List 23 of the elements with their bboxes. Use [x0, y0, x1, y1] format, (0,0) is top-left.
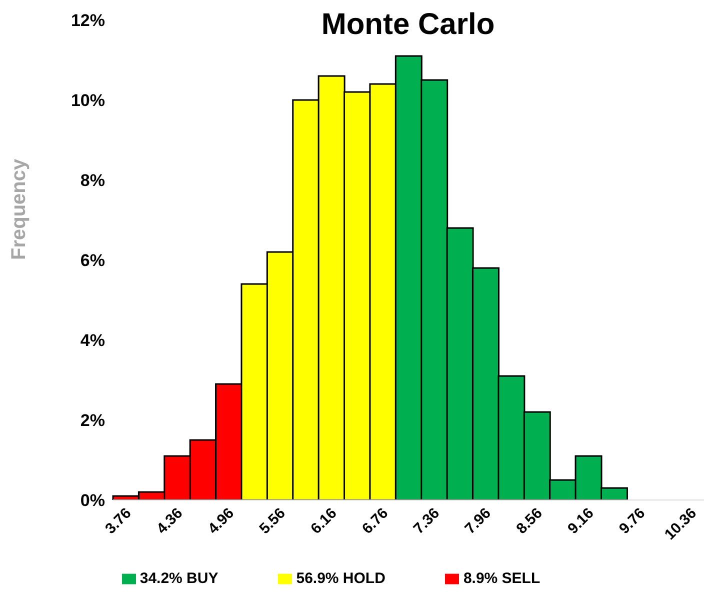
x-tick-label: 4.36 [153, 504, 186, 538]
x-tick-label: 3.76 [102, 504, 135, 538]
x-tick-label: 4.96 [204, 504, 238, 538]
x-tick-label: 9.76 [616, 504, 649, 538]
x-tick-label: 6.16 [308, 504, 340, 538]
x-tick-label: 8.56 [513, 504, 546, 538]
y-tick-label: 4% [80, 331, 105, 350]
x-tick-label: 7.96 [462, 504, 494, 538]
y-tick-label: 10% [70, 91, 105, 110]
y-tick-label: 0% [80, 491, 105, 510]
legend-label: 8.9% SELL [463, 570, 540, 587]
y-tick-label: 8% [80, 171, 105, 190]
y-axis-title: Frequency [8, 158, 30, 260]
y-tick-label: 2% [80, 411, 105, 430]
legend-label: 34.2% BUY [140, 570, 218, 587]
x-tick-label: 5.56 [256, 504, 289, 538]
x-tick-label: 7.36 [410, 504, 444, 538]
x-tick-label: 6.76 [358, 504, 392, 538]
y-tick-label: 6% [80, 251, 105, 270]
y-tick-label: 12% [70, 11, 105, 30]
x-tick-label: 9.16 [564, 504, 598, 538]
chart-title: Monte Carlo [320, 8, 496, 42]
legend-label: 56.9% HOLD [296, 570, 386, 587]
